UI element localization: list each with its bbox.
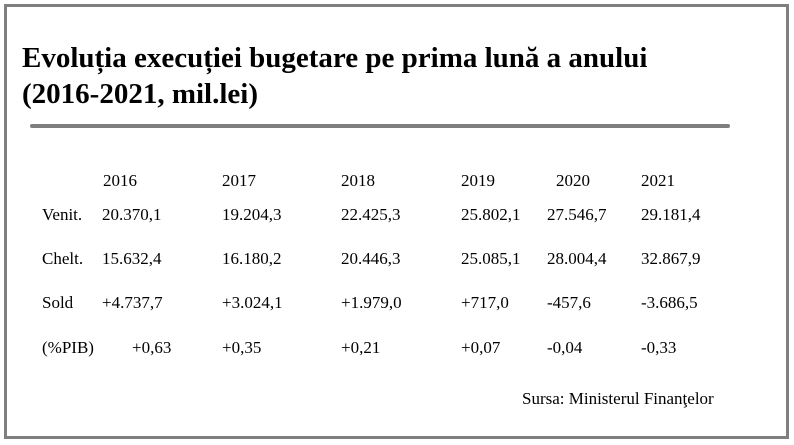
table-cell: +4.737,7 bbox=[102, 293, 163, 312]
table-cell: 20.446,3 bbox=[341, 249, 401, 268]
row-label: Chelt. bbox=[42, 249, 84, 268]
table-cell: -0,33 bbox=[641, 338, 677, 357]
table-cell: -0,04 bbox=[547, 338, 583, 357]
table-cell: +0,21 bbox=[341, 338, 381, 357]
table-cell: 20.370,1 bbox=[102, 205, 162, 224]
table-cell: +0,07 bbox=[461, 338, 501, 357]
row-label: (%PIB) bbox=[42, 338, 94, 357]
table-cell: +3.024,1 bbox=[222, 293, 283, 312]
table-cell: +1.979,0 bbox=[341, 293, 402, 312]
table-cell: 27.546,7 bbox=[547, 205, 607, 224]
source-note: Sursa: Ministerul Finanţelor bbox=[522, 389, 714, 408]
table-cell: 32.867,9 bbox=[641, 249, 701, 268]
table-cell: -3.686,5 bbox=[641, 293, 698, 312]
table-cell: 22.425,3 bbox=[341, 205, 401, 224]
title-line-1: Evoluția execuției bugetare pe prima lun… bbox=[22, 42, 648, 74]
row-label: Venit. bbox=[42, 205, 83, 224]
table-cell: +0,35 bbox=[222, 338, 262, 357]
year-header: 2017 bbox=[222, 171, 256, 190]
table-cell: 15.632,4 bbox=[102, 249, 162, 268]
year-header: 2016 bbox=[103, 171, 137, 190]
table-cell: 16.180,2 bbox=[222, 249, 282, 268]
chart-title: Evoluția execuției bugetare pe prima lun… bbox=[22, 40, 762, 112]
year-header: 2018 bbox=[341, 171, 375, 190]
table-cell: 28.004,4 bbox=[547, 249, 607, 268]
title-line-2: (2016-2021, mil.lei) bbox=[22, 78, 258, 110]
year-header: 2021 bbox=[641, 171, 675, 190]
table-cell: 19.204,3 bbox=[222, 205, 282, 224]
table-cell: +0,63 bbox=[132, 338, 172, 357]
outer-frame bbox=[4, 4, 789, 439]
table-cell: -457,6 bbox=[547, 293, 591, 312]
table-cell: +717,0 bbox=[461, 293, 509, 312]
table-cell: 25.802,1 bbox=[461, 205, 521, 224]
year-header: 2020 bbox=[556, 171, 590, 190]
year-header: 2019 bbox=[461, 171, 495, 190]
row-label: Sold bbox=[42, 293, 74, 312]
table-cell: 29.181,4 bbox=[641, 205, 701, 224]
title-divider bbox=[30, 124, 730, 128]
table-cell: 25.085,1 bbox=[461, 249, 521, 268]
